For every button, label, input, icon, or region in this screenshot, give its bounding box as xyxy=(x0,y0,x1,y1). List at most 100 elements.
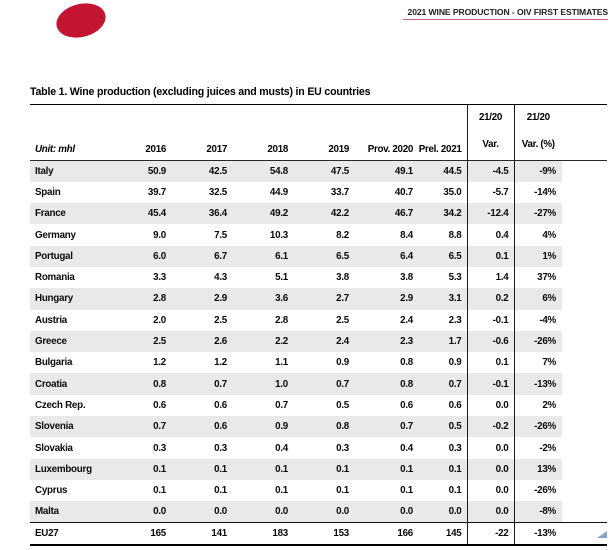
value-cell: 40.7 xyxy=(394,186,413,198)
country-cell: Austria xyxy=(35,314,68,326)
country-cell: Malta xyxy=(30,501,110,523)
value-cell: 0.3 xyxy=(214,442,227,454)
var-pct-cell: 4% xyxy=(542,229,556,241)
value-cell: 10.3 xyxy=(269,229,288,241)
value-cell: 141 xyxy=(171,522,232,546)
value-cell: 2.2 xyxy=(232,330,293,353)
value-cell: 1.7 xyxy=(418,330,468,353)
var-pct-cell: -14% xyxy=(534,186,556,198)
value-cell: 0.6 xyxy=(214,399,227,411)
var-pct-cell: -9% xyxy=(514,160,562,182)
value-cell: 0.0 xyxy=(171,501,232,523)
var-pct-cell: 13% xyxy=(514,458,562,480)
value-cell: 49.1 xyxy=(354,160,418,182)
var-pct-cell: 37% xyxy=(537,272,556,284)
value-cell: 2.3 xyxy=(418,309,468,331)
table-row: Malta 0.0 0.0 0.0 0.0 0.0 0.0 0.0 -8% xyxy=(30,501,607,523)
value-cell: 47.5 xyxy=(293,160,354,182)
value-cell: 42.2 xyxy=(293,203,354,225)
filler-cell xyxy=(562,224,607,246)
value-cell: 1.2 xyxy=(153,357,166,369)
value-cell: 36.4 xyxy=(171,203,232,225)
total-row: EU27 165 141 183 153 166 145 -22 -13% xyxy=(30,522,607,546)
var-cell: 0.0 xyxy=(467,394,515,417)
filler-header-cell xyxy=(562,104,607,161)
value-cell: 0.5 xyxy=(336,399,349,411)
var-cell: -4.5 xyxy=(467,160,515,182)
filler-cell xyxy=(562,245,607,267)
value-cell: 0.7 xyxy=(275,399,288,411)
var-pct-cell: -26% xyxy=(534,485,556,497)
value-cell: 0.1 xyxy=(214,485,227,497)
filler-cell xyxy=(562,330,607,353)
col-header-2016: 2016 xyxy=(110,104,171,161)
country-cell: Cyprus xyxy=(35,485,68,497)
var-cell: -22 xyxy=(467,522,515,546)
wine-production-table: Unit: mhl 2016 2017 2018 2019 Prov. 2020… xyxy=(30,104,607,546)
country-cell: Spain xyxy=(35,186,61,198)
filler-cell xyxy=(562,160,607,182)
value-cell: 39.7 xyxy=(147,186,166,198)
col-header-2018: 2018 xyxy=(232,104,293,161)
value-cell: 0.4 xyxy=(275,442,288,454)
value-cell: 2.6 xyxy=(171,330,232,353)
value-cell: 0.6 xyxy=(171,416,232,438)
value-cell: 0.1 xyxy=(153,485,166,497)
filler-cell xyxy=(562,309,607,331)
value-cell: 2.3 xyxy=(354,330,418,353)
country-cell: Germany xyxy=(35,229,76,241)
value-cell: 0.1 xyxy=(336,485,349,497)
value-cell: 6.5 xyxy=(418,245,468,267)
value-cell: 2.9 xyxy=(171,288,232,310)
country-cell: Hungary xyxy=(30,288,110,310)
var-header-label: Var. xyxy=(482,139,499,150)
col-header-2017: 2017 xyxy=(171,104,232,161)
value-cell: 0.9 xyxy=(336,357,349,369)
value-cell: 145 xyxy=(418,522,468,546)
var-pct-cell: -26% xyxy=(514,416,562,438)
var-pct-cell: -2% xyxy=(539,442,556,454)
table-row: Slovenia 0.7 0.6 0.9 0.8 0.7 0.5 -0.2 -26% xyxy=(30,416,607,438)
table-row: France 45.4 36.4 49.2 42.2 46.7 34.2 -12.4 -27% xyxy=(30,203,607,225)
var-cell: 0.0 xyxy=(467,501,515,523)
value-cell: 1.0 xyxy=(232,373,293,395)
value-cell: 0.9 xyxy=(232,416,293,438)
value-cell: 2.5 xyxy=(214,314,227,326)
var-cell: 0.1 xyxy=(467,352,515,374)
table-row: Hungary 2.8 2.9 3.6 2.7 2.9 3.1 0.2 6% xyxy=(30,288,607,310)
value-cell: 0.7 xyxy=(171,373,232,395)
var-pct-header-ratio: 21/20 xyxy=(526,112,550,123)
value-cell: 0.3 xyxy=(418,437,468,459)
country-cell: Slovakia xyxy=(35,442,73,454)
value-cell: 166 xyxy=(354,522,418,546)
table-row: Germany 9.0 7.5 10.3 8.2 8.4 8.8 0.4 4% xyxy=(30,224,607,246)
value-cell: 50.9 xyxy=(110,160,171,182)
table-row: Greece 2.5 2.6 2.2 2.4 2.3 1.7 -0.6 -26% xyxy=(30,330,607,353)
oiv-logo-icon xyxy=(52,0,110,43)
table-row: Slovakia 0.3 0.3 0.4 0.3 0.4 0.3 0.0 -2% xyxy=(30,437,607,459)
country-cell: Romania xyxy=(35,272,75,284)
country-cell: Luxembourg xyxy=(30,458,110,480)
value-cell: 42.5 xyxy=(171,160,232,182)
var-pct-cell: 2% xyxy=(542,399,556,411)
filler-cell xyxy=(562,522,607,546)
var-pct-cell: -26% xyxy=(514,330,562,353)
value-cell: 0.3 xyxy=(336,442,349,454)
filler-cell xyxy=(562,416,607,438)
value-cell: 0.8 xyxy=(400,357,413,369)
value-cell: 0.0 xyxy=(293,501,354,523)
value-cell: 6.5 xyxy=(293,245,354,267)
value-cell: 54.8 xyxy=(232,160,293,182)
value-cell: 6.0 xyxy=(110,245,171,267)
var-cell: 0.0 xyxy=(467,479,515,502)
value-cell: 6.7 xyxy=(171,245,232,267)
value-cell: 0.7 xyxy=(418,373,468,395)
table-title: Table 1. Wine production (excluding juic… xyxy=(30,86,371,98)
unit-label: Unit: mhl xyxy=(30,104,110,161)
value-cell: 8.2 xyxy=(336,229,349,241)
var-cell: 0.1 xyxy=(467,245,515,267)
col-header-2019: 2019 xyxy=(293,104,354,161)
value-cell: 3.8 xyxy=(336,272,349,284)
value-cell: 0.0 xyxy=(232,501,293,523)
